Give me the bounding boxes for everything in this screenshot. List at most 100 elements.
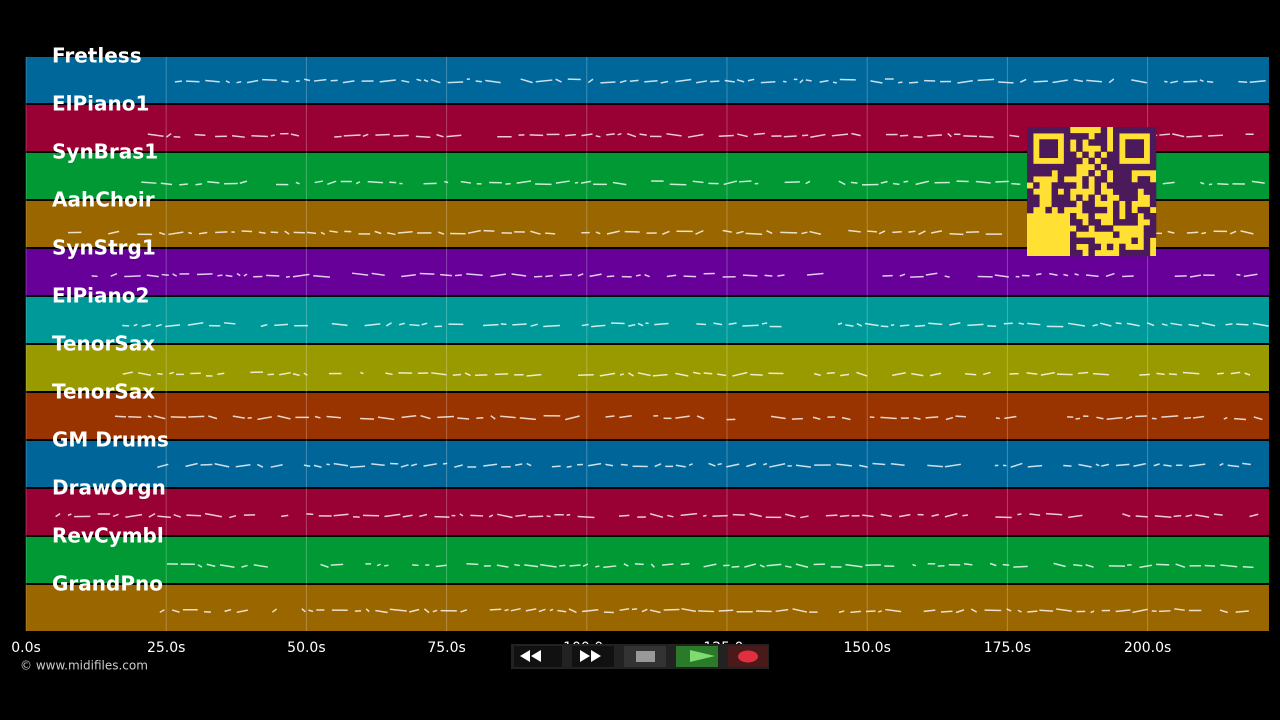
qr-cell <box>1149 151 1157 159</box>
note <box>639 133 647 136</box>
note <box>147 415 152 418</box>
qr-cell <box>1070 151 1077 159</box>
qr-cell <box>1094 219 1102 226</box>
qr-cell <box>1125 127 1132 134</box>
play-button[interactable] <box>676 646 718 667</box>
track-name: TenorSax <box>52 380 155 404</box>
note <box>1220 564 1238 568</box>
note <box>1219 609 1228 614</box>
note <box>452 373 462 377</box>
note <box>1175 563 1186 569</box>
note <box>371 272 385 277</box>
stop-button[interactable] <box>624 646 666 667</box>
note <box>780 231 798 234</box>
rewind-button[interactable] <box>514 646 562 667</box>
qr-cell <box>1113 182 1120 189</box>
qr-cell <box>1113 145 1120 152</box>
note <box>179 183 189 186</box>
note <box>555 78 562 83</box>
note <box>1172 133 1185 138</box>
record-button[interactable] <box>728 646 768 667</box>
qr-cell <box>1113 139 1120 146</box>
transport-controls <box>511 644 769 669</box>
note <box>1073 563 1083 567</box>
track-lane <box>26 441 1269 487</box>
note <box>360 371 364 375</box>
note <box>931 513 940 518</box>
note <box>605 463 614 467</box>
note <box>914 324 926 328</box>
note <box>819 79 829 83</box>
qr-cell <box>1100 176 1108 183</box>
note <box>620 463 628 466</box>
note <box>661 563 674 566</box>
track-name: SynBras1 <box>52 140 158 164</box>
time-tick-label: 175.0s <box>984 640 1031 656</box>
time-tick-label: 25.0s <box>147 640 185 656</box>
note <box>955 415 966 418</box>
qr-cell <box>1131 139 1138 146</box>
qr-cell <box>1143 225 1151 232</box>
note <box>545 274 553 278</box>
qr-cell <box>1094 182 1102 189</box>
note <box>169 371 175 375</box>
note <box>945 416 954 421</box>
qr-cell <box>1045 206 1052 214</box>
note <box>528 515 544 518</box>
note <box>880 513 892 518</box>
note <box>397 231 413 234</box>
qr-cell <box>1027 151 1034 159</box>
note <box>1146 322 1155 327</box>
note <box>580 180 592 184</box>
note <box>409 323 420 327</box>
note <box>185 462 198 468</box>
qr-cell <box>1088 243 1095 251</box>
note <box>398 322 406 326</box>
note <box>511 273 527 277</box>
note <box>813 372 821 377</box>
note <box>485 79 501 84</box>
note <box>832 81 838 84</box>
note <box>475 80 482 83</box>
qr-cell <box>1070 200 1077 208</box>
qr-cell <box>1094 188 1102 195</box>
forward-button[interactable] <box>572 646 614 667</box>
note <box>600 81 616 84</box>
note <box>400 464 409 468</box>
note <box>158 231 166 236</box>
note <box>260 323 268 328</box>
qr-cell <box>1051 151 1059 159</box>
note <box>660 80 669 84</box>
note <box>1252 322 1269 327</box>
qr-cell <box>1088 219 1095 226</box>
qr-cell <box>1113 219 1120 226</box>
track-name: TenorSax <box>52 332 155 356</box>
qr-cell <box>1070 219 1077 226</box>
note <box>750 373 763 376</box>
note <box>666 274 677 278</box>
qr-cell <box>1125 170 1132 177</box>
note <box>766 230 773 235</box>
note <box>1225 323 1233 326</box>
note <box>128 415 142 419</box>
note <box>1026 372 1038 375</box>
qr-cell <box>1082 176 1089 183</box>
note <box>724 79 735 83</box>
note <box>460 180 472 184</box>
note <box>1183 417 1192 420</box>
note <box>303 372 308 376</box>
note <box>1240 230 1254 235</box>
note <box>504 608 509 612</box>
copyright: © www.midifiles.com <box>20 659 148 673</box>
qr-cell <box>1119 127 1126 134</box>
note <box>723 180 738 186</box>
note <box>577 515 595 519</box>
note <box>415 135 431 138</box>
note <box>845 324 854 327</box>
note <box>257 463 264 468</box>
note <box>845 563 863 568</box>
note <box>1201 322 1216 327</box>
note <box>649 609 661 614</box>
qr-cell <box>1076 194 1083 202</box>
qr-cell <box>1113 188 1120 195</box>
